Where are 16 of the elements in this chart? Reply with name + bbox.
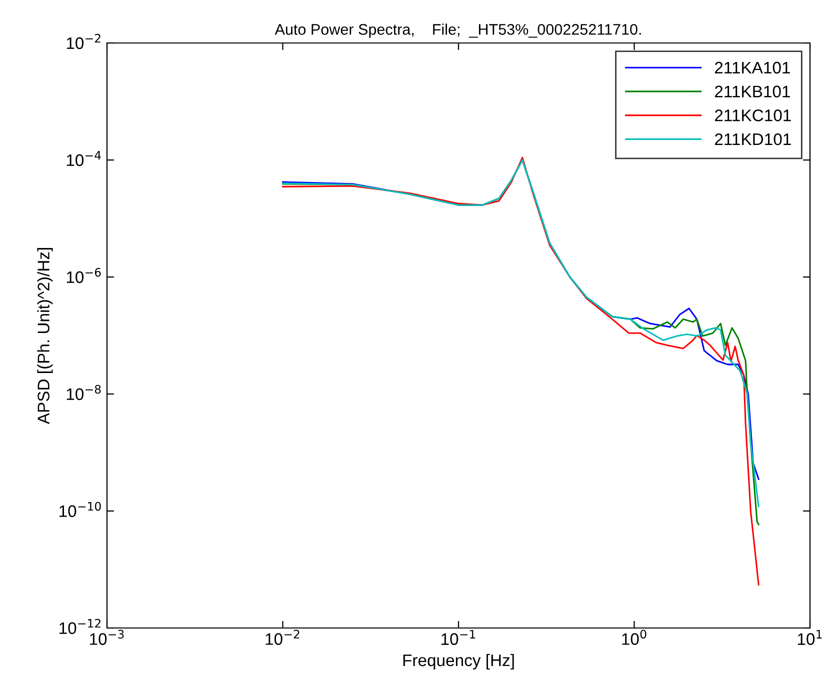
x-axis-title: Frequency [Hz] bbox=[403, 654, 514, 670]
legend-label: 211KC101 bbox=[714, 110, 791, 122]
chart-title: Auto Power Spectra, File; _HT53%_000225211710. bbox=[274, 24, 641, 38]
y-tick-label: 10$^{−2}$ bbox=[66, 34, 100, 50]
x-tick-label: 10$^{1}$ bbox=[798, 630, 822, 645]
x-tick-label: 10$^{−2}$ bbox=[266, 630, 300, 645]
x-tick-label: 10$^{0}$ bbox=[622, 630, 646, 645]
y-tick-label: 10$^{−4}$ bbox=[66, 151, 101, 166]
legend-label: 211KB101 bbox=[714, 86, 790, 98]
y-axis-title: APSD [(Ph. Unit)^2)/Hz] bbox=[37, 248, 53, 424]
x-tick-label: 10$^{−1}$ bbox=[442, 630, 476, 645]
legend-label: 211KA101 bbox=[714, 62, 790, 74]
y-tick-label: 10$^{−8}$ bbox=[66, 384, 101, 400]
y-tick-label: 10$^{−6}$ bbox=[66, 268, 101, 284]
y-tick-label: 10$^{−10}$ bbox=[60, 502, 101, 518]
legend-label: 211KD101 bbox=[714, 133, 791, 146]
